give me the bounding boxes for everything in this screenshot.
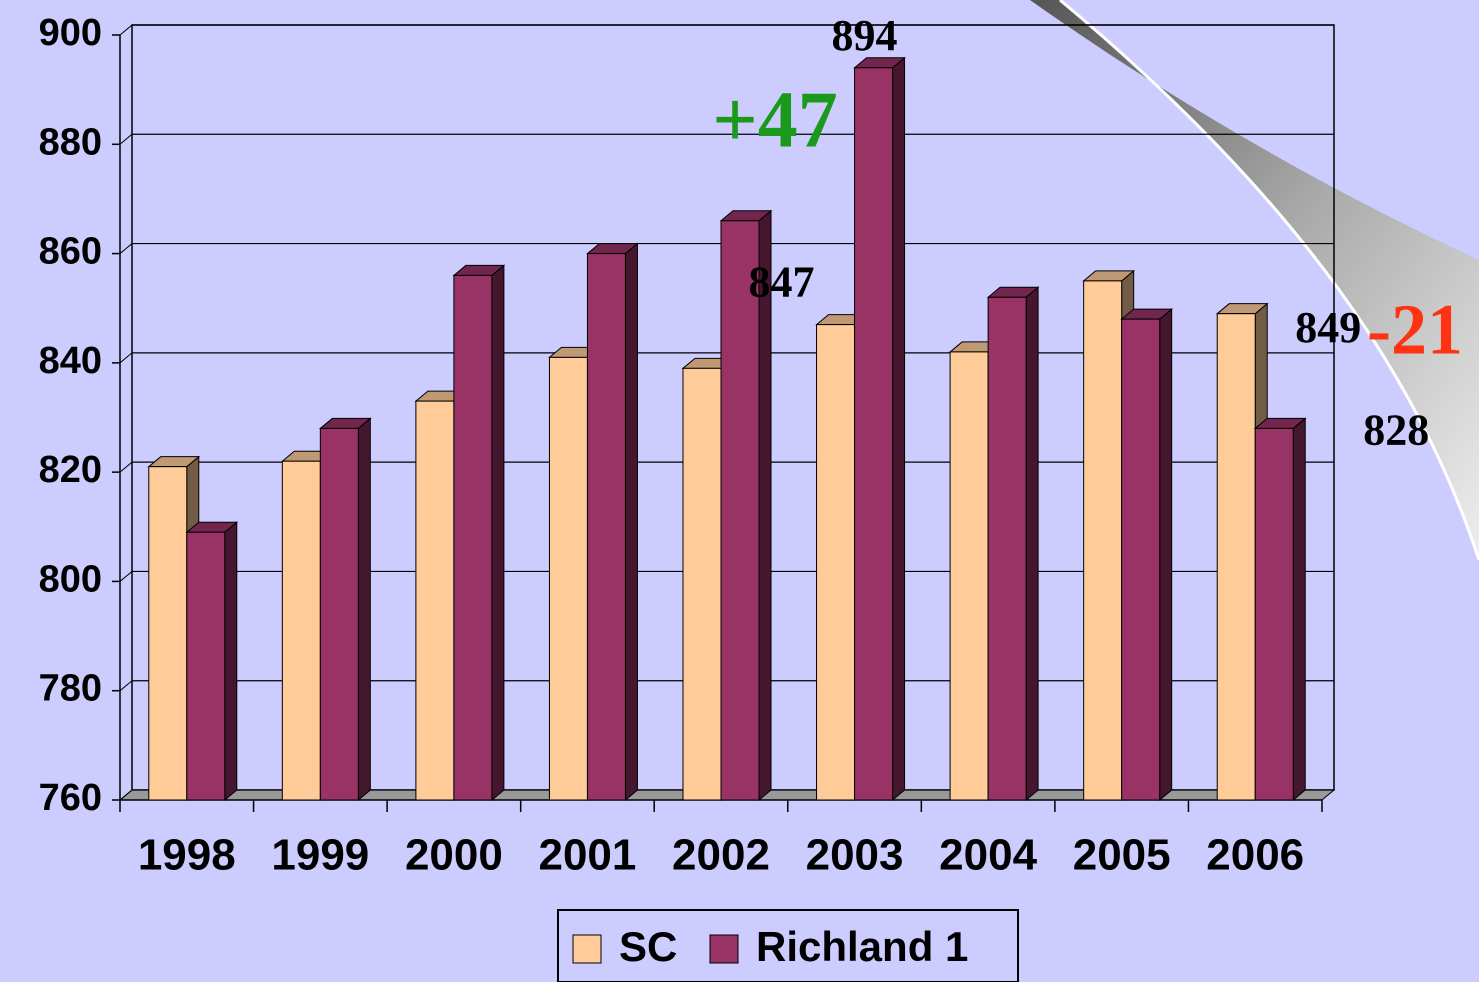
bar — [1216, 313, 1256, 801]
page-curl-edge — [1059, 0, 1479, 561]
grid-line-depth — [119, 243, 133, 254]
legend-box — [557, 909, 1019, 982]
x-tick-label: 2000 — [405, 831, 503, 880]
x-tick-label: 1999 — [271, 831, 369, 880]
bar-side — [224, 521, 238, 802]
x-tick-label: 2002 — [672, 831, 770, 880]
bar — [949, 351, 989, 801]
y-tick-label: 900 — [39, 12, 102, 54]
bar — [319, 427, 359, 801]
x-tick-label: 2006 — [1206, 831, 1304, 880]
data-label: 828 — [1363, 406, 1429, 455]
grid-line-depth — [119, 571, 133, 582]
legend-label: SC — [619, 923, 677, 970]
annotation: +47 — [712, 76, 838, 164]
bar-side — [357, 417, 371, 802]
bar-side — [491, 264, 505, 802]
bar — [1254, 427, 1294, 801]
bar — [720, 220, 760, 801]
bar — [987, 296, 1027, 801]
annotation: -21 — [1367, 290, 1463, 370]
y-tick-label: 760 — [39, 777, 102, 819]
bar-side — [892, 56, 906, 802]
page-curl — [1030, 0, 1479, 560]
data-label: 894 — [832, 11, 898, 60]
bar-side — [1292, 417, 1306, 802]
grid-line-depth — [119, 461, 133, 473]
y-tick-label: 820 — [39, 449, 102, 491]
bar-side — [1159, 308, 1173, 802]
bar — [415, 400, 455, 801]
grid-line-depth — [119, 133, 133, 145]
x-tick-label: 2001 — [538, 831, 636, 880]
y-tick-label: 780 — [39, 668, 102, 710]
bar — [548, 356, 588, 801]
bar — [854, 67, 894, 801]
bar — [281, 460, 321, 801]
bar-side — [624, 242, 638, 802]
y-tick-label: 860 — [39, 231, 102, 273]
bar — [453, 274, 493, 801]
bar — [816, 324, 856, 801]
y-tick-label: 840 — [39, 340, 102, 382]
y-tick-label: 800 — [39, 558, 102, 600]
x-tick-label: 2005 — [1073, 831, 1171, 880]
bar — [1121, 318, 1161, 801]
bar-side — [1025, 286, 1039, 802]
data-label: 849 — [1295, 303, 1361, 352]
legend-swatch — [709, 934, 739, 964]
legend-label: Richland 1 — [756, 923, 968, 970]
x-tick-label: 2004 — [939, 831, 1037, 880]
bar — [1083, 280, 1123, 801]
x-tick-label: 1998 — [138, 831, 236, 880]
data-label: 847 — [749, 258, 815, 307]
grid-line-depth — [119, 352, 133, 364]
grid-line-depth — [119, 789, 133, 801]
grid-line-depth — [119, 680, 133, 692]
y-tick-label: 880 — [39, 121, 102, 163]
bar — [586, 253, 626, 801]
bar — [186, 531, 226, 801]
grid-line-depth — [119, 24, 133, 36]
bar — [682, 367, 722, 801]
x-tick-label: 2003 — [806, 831, 904, 880]
legend-swatch — [572, 934, 602, 964]
bar — [148, 466, 188, 801]
